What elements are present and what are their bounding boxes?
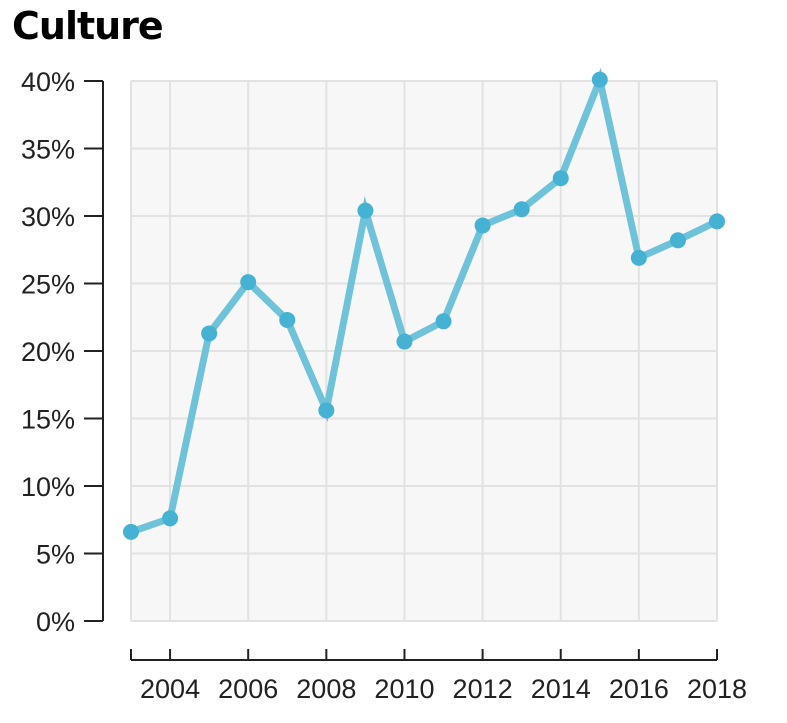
y-tick-label: 30% <box>21 202 75 232</box>
x-tick-label: 2014 <box>531 674 591 704</box>
y-tick-label: 0% <box>36 607 75 637</box>
data-point <box>162 510 179 527</box>
data-point <box>630 249 647 266</box>
axes <box>84 80 718 661</box>
chart-title: Culture <box>12 4 164 48</box>
y-tick-label: 40% <box>21 67 75 97</box>
grid-lines <box>130 80 718 622</box>
data-point <box>240 274 257 291</box>
data-point <box>552 170 569 187</box>
data-point <box>435 313 452 330</box>
data-point <box>513 201 530 218</box>
x-tick-label: 2004 <box>140 674 200 704</box>
x-tick-label: 2008 <box>296 674 356 704</box>
data-point <box>591 71 608 88</box>
y-tick-label: 15% <box>21 405 75 435</box>
x-tick-label: 2010 <box>374 674 434 704</box>
x-tick-label: 2018 <box>687 674 747 704</box>
data-point <box>318 402 335 419</box>
data-point <box>709 213 725 230</box>
data-point <box>669 232 686 249</box>
x-tick-label: 2006 <box>218 674 278 704</box>
y-tick-label: 20% <box>21 337 75 367</box>
series-layer <box>123 67 725 540</box>
tick-labels: 0% 5% 10% 15% 20% 25% 30% 35% 40% 2004 2006 2008 201… <box>21 67 747 704</box>
series-line <box>129 67 719 536</box>
data-point <box>474 217 491 234</box>
y-tick-label: 10% <box>21 472 75 502</box>
y-tick-label: 25% <box>21 270 75 300</box>
x-tick-label: 2016 <box>609 674 669 704</box>
data-point <box>357 202 374 219</box>
y-tick-label: 35% <box>21 135 75 165</box>
y-tick-label: 5% <box>36 540 75 570</box>
data-point <box>279 311 296 328</box>
data-point <box>123 523 139 540</box>
data-point <box>396 333 413 350</box>
data-point <box>201 325 218 342</box>
x-tick-label: 2012 <box>453 674 513 704</box>
